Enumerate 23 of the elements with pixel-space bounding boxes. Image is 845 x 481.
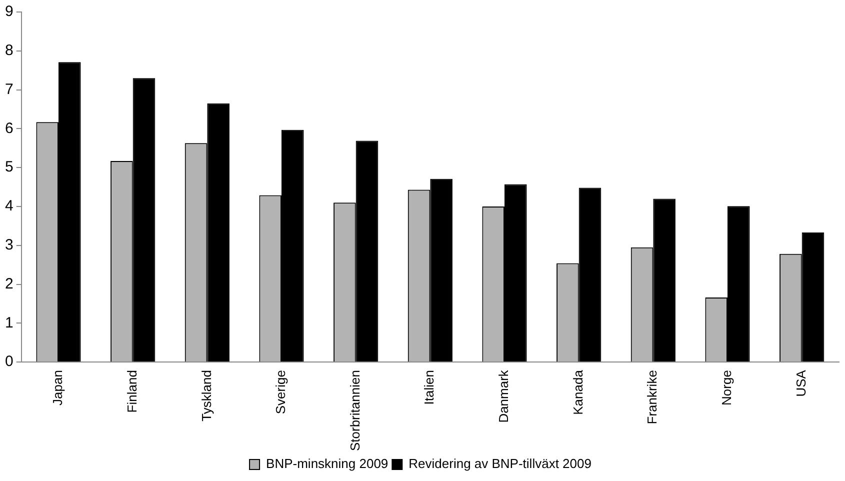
y-tick-label: 5 xyxy=(5,158,14,176)
x-tick-label: Danmark xyxy=(496,370,512,423)
x-tick-label: Finland xyxy=(124,370,140,413)
y-tick-label: 0 xyxy=(5,353,14,370)
x-tick-label: Storbritannien xyxy=(347,370,362,452)
y-tick-label: 9 xyxy=(5,3,14,20)
y-tick-label: 8 xyxy=(5,42,14,60)
y-tick-label: 7 xyxy=(5,80,14,98)
legend-label: BNP-minskning 2009 xyxy=(266,456,388,472)
y-tick-label: 6 xyxy=(5,120,14,137)
x-tick-label: USA xyxy=(793,370,808,397)
x-tick-label: Kanada xyxy=(570,369,586,415)
x-tick-label: Japan xyxy=(50,370,66,406)
x-tick-label: Tyskland xyxy=(198,370,214,422)
y-tick-label: 3 xyxy=(5,236,14,254)
x-tick-label: Sverige xyxy=(273,370,288,414)
legend-label: Revidering av BNP-tillväxt 2009 xyxy=(408,456,592,472)
y-tick-label: 1 xyxy=(5,314,14,332)
x-tick-label: Frankrike xyxy=(644,370,660,424)
x-tick-label: Norge xyxy=(719,370,734,406)
x-tick-label: Italien xyxy=(422,370,437,405)
y-tick-label: 2 xyxy=(5,275,14,292)
y-tick-label: 4 xyxy=(5,198,14,215)
